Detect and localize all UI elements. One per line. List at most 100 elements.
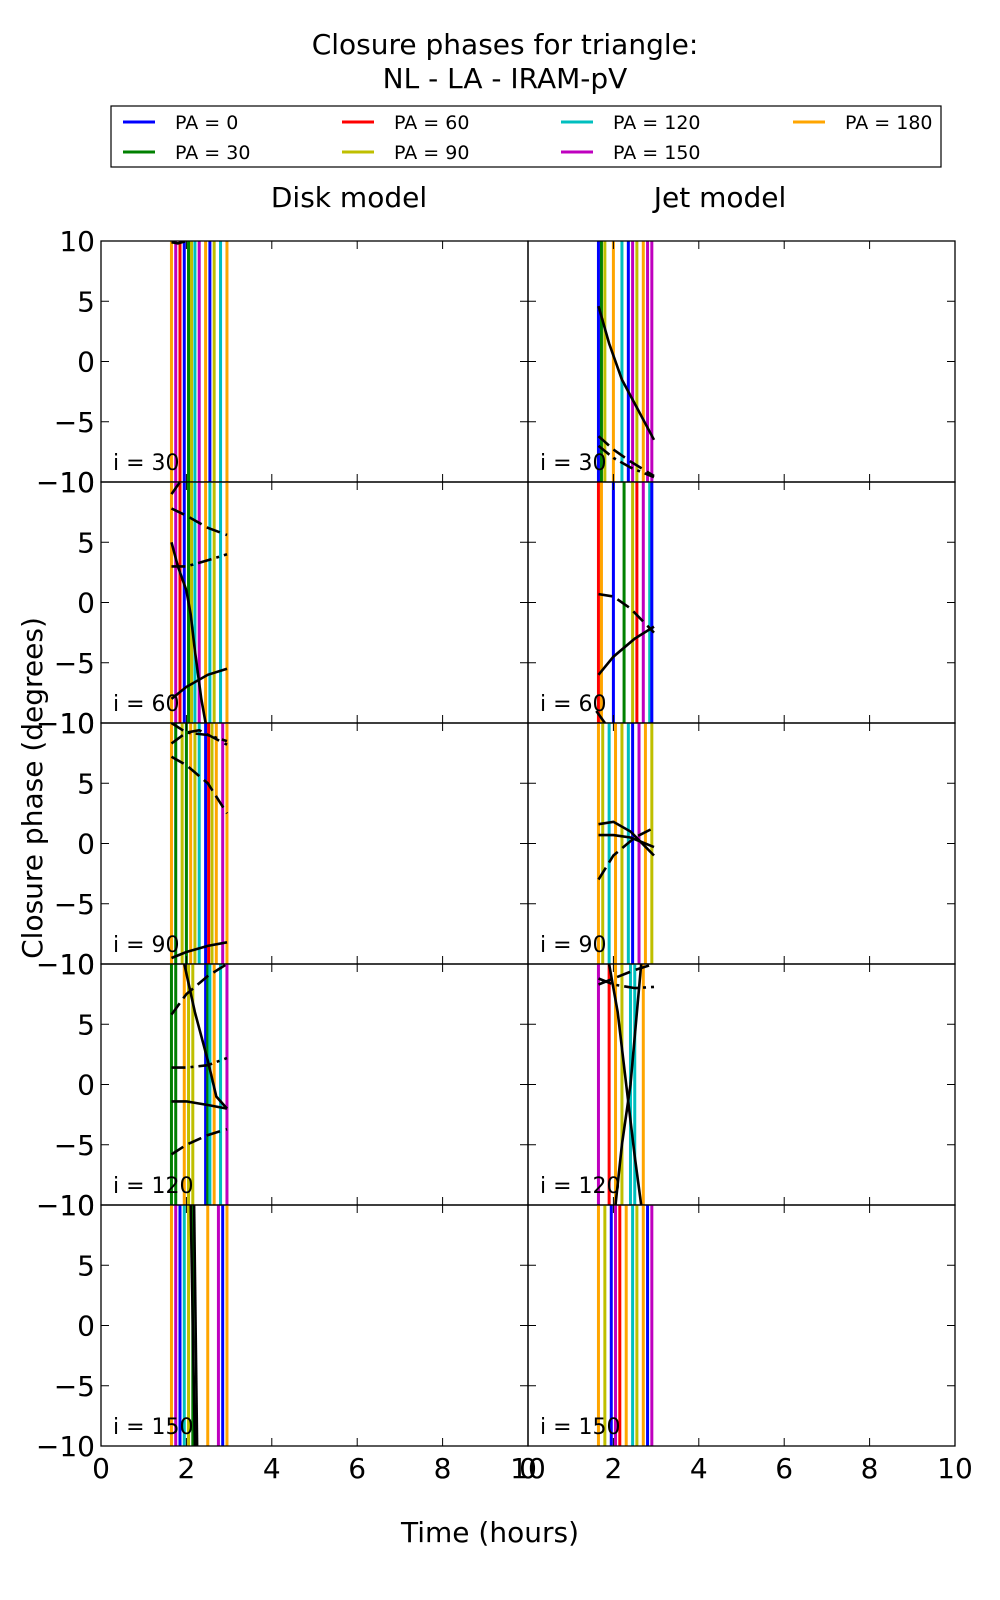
y-axis-label: Closure phase (degrees) — [16, 617, 49, 959]
inclination-label: i = 120 — [540, 1174, 621, 1199]
panel-data — [596, 964, 655, 1205]
y-tick-label: −10 — [36, 707, 95, 740]
closure-phase-curve — [171, 1056, 228, 1069]
y-tick-label: 0 — [77, 1069, 95, 1102]
legend-entry: PA = 120 — [561, 112, 701, 134]
y-tick-label: −10 — [36, 948, 95, 981]
y-tick-label: 5 — [77, 1249, 95, 1282]
closure-phase-curve — [614, 964, 643, 1205]
x-tick-label: 2 — [177, 1452, 195, 1485]
closure-phase-curve — [598, 977, 655, 990]
y-tick-label: −5 — [54, 1370, 95, 1403]
y-tick-label: 10 — [59, 466, 95, 499]
title-line-1: Closure phases for triangle: — [312, 28, 699, 61]
closure-phase-curve — [597, 305, 656, 441]
closure-phase-curve — [189, 1205, 197, 1446]
y-tick-label: −10 — [36, 1189, 95, 1222]
inclination-label: i = 60 — [113, 692, 180, 717]
y-tick-label: 10 — [59, 707, 95, 740]
x-tick-label: 0 — [519, 1452, 537, 1485]
column-titles: Disk model Jet model — [271, 181, 786, 214]
inclination-label: i = 30 — [113, 451, 180, 476]
legend-label: PA = 180 — [845, 112, 933, 134]
x-tick-label: 8 — [434, 1452, 452, 1485]
closure-phase-curve — [170, 1127, 228, 1156]
legend-entry: PA = 30 — [123, 142, 250, 164]
figure-title: Closure phases for triangle: NL - LA - I… — [312, 28, 699, 95]
closure-phase-curve — [170, 507, 228, 537]
legend-entry: PA = 180 — [793, 112, 933, 134]
y-tick-label: −5 — [54, 888, 95, 921]
closure-phase-curve — [598, 833, 655, 849]
panel-frame — [100, 1204, 529, 1447]
panel-data — [169, 241, 229, 482]
y-tick-label: −5 — [54, 406, 95, 439]
legend-entry: PA = 150 — [561, 142, 701, 164]
panel-disk-model-i120: i = 120 10 5 0 −5 −10 — [36, 948, 529, 1222]
closure-phase-curve — [171, 553, 228, 568]
panel-frame — [100, 481, 529, 724]
legend-label: PA = 60 — [394, 112, 469, 134]
panel-frame — [527, 722, 956, 965]
closure-phase-curve — [607, 964, 643, 1205]
closure-phase-curve — [595, 710, 606, 723]
closure-phase-curve — [170, 482, 182, 495]
y-tick-label: 0 — [77, 346, 95, 379]
inclination-label: i = 150 — [540, 1415, 621, 1440]
panel-data — [595, 482, 655, 723]
x-tick-label: 6 — [348, 1452, 366, 1485]
y-tick-label: 10 — [59, 225, 95, 258]
y-tick-label: 10 — [59, 948, 95, 981]
x-tick-label: 8 — [861, 1452, 879, 1485]
closure-phase-curve — [170, 728, 228, 746]
y-tick-label: 5 — [77, 526, 95, 559]
panel-data — [596, 241, 656, 482]
closure-phase-curve — [171, 941, 228, 960]
legend: PA = 0 PA = 30 PA = 60 PA = 90 PA = 120 PA = … — [110, 105, 942, 168]
panel-disk-model-i30: i = 30 10 5 0 −5 −10 — [36, 225, 529, 499]
legend-entry: PA = 0 — [123, 112, 238, 134]
y-tick-label: 0 — [77, 1310, 95, 1343]
closure-phase-curve — [170, 723, 228, 743]
panel-data — [169, 482, 229, 723]
legend-entries: PA = 0 PA = 30 PA = 60 PA = 90 PA = 120 PA = … — [123, 112, 933, 164]
x-axis-label: Time (hours) — [400, 1516, 579, 1549]
legend-label: PA = 150 — [613, 142, 701, 164]
panel-frame — [527, 1204, 956, 1447]
panel-frame — [527, 240, 956, 483]
inclination-label: i = 120 — [113, 1174, 194, 1199]
title-line-2: NL - LA - IRAM-pV — [383, 62, 628, 95]
closure-phase-curve — [192, 1205, 199, 1446]
closure-phase-curve — [598, 592, 655, 634]
closure-phase-curve — [170, 755, 229, 815]
panel-jet-model-i60: i = 60 — [527, 481, 956, 724]
x-tick-label: 0 — [92, 1452, 110, 1485]
y-tick-label: −10 — [36, 1430, 95, 1463]
y-tick-label: −10 — [36, 466, 95, 499]
panel-frame — [100, 722, 529, 965]
y-tick-label: 5 — [77, 1008, 95, 1041]
legend-label: PA = 120 — [613, 112, 701, 134]
closure-phase-curve — [597, 435, 655, 478]
legend-entry: PA = 60 — [342, 112, 469, 134]
closure-phase-curve — [170, 667, 228, 700]
y-tick-label: 5 — [77, 767, 95, 800]
panel-frame — [527, 481, 956, 724]
x-tick-label: 2 — [604, 1452, 622, 1485]
panel-data — [169, 964, 229, 1205]
legend-label: PA = 0 — [175, 112, 238, 134]
inclination-label: i = 90 — [540, 933, 607, 958]
inclination-label: i = 90 — [113, 933, 180, 958]
x-tick-label: 4 — [263, 1452, 281, 1485]
panel-disk-model-i60: i = 60 10 5 0 −5 −10 — [36, 466, 529, 740]
y-tick-label: −5 — [54, 1129, 95, 1162]
closure-phase-curve — [171, 1100, 228, 1110]
x-tick-label: 10 — [937, 1452, 973, 1485]
panel-disk-model-i90: i = 90 10 5 0 −5 −10 — [36, 707, 529, 981]
legend-label: PA = 30 — [175, 142, 250, 164]
panel-data — [169, 723, 229, 964]
closure-phase-curve — [170, 964, 228, 1016]
column-title-disk: Disk model — [271, 181, 427, 214]
